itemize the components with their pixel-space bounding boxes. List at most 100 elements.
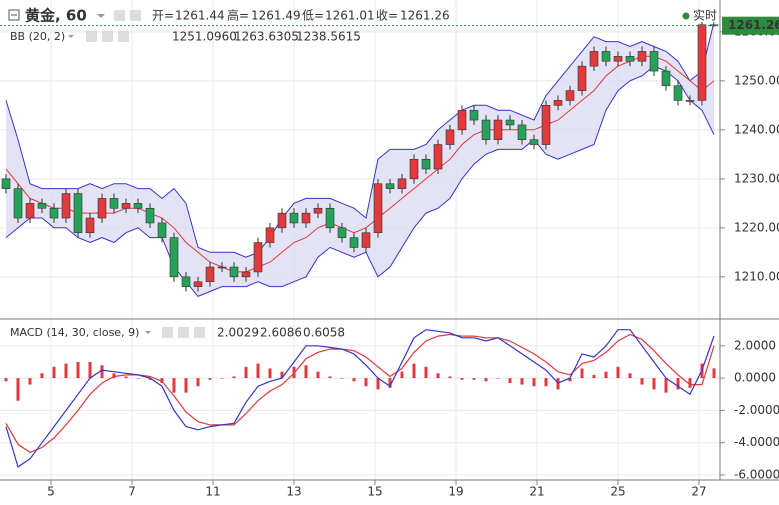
histogram-bar <box>424 366 428 379</box>
candle-body <box>73 193 83 234</box>
histogram-bar <box>328 376 332 379</box>
histogram-bar <box>16 378 20 401</box>
close-icon[interactable] <box>118 31 129 42</box>
histogram-bar <box>64 363 68 379</box>
dropdown-arrow[interactable] <box>145 331 151 334</box>
band-middle <box>5 55 715 273</box>
candle-body <box>145 207 155 224</box>
low-value: 1261.01 <box>325 9 375 23</box>
histogram-bar <box>52 366 56 379</box>
y-tick-label: 1210.00 <box>734 269 779 283</box>
candle-body <box>13 188 23 219</box>
live-label: 实时 <box>693 8 717 23</box>
candle-body <box>445 129 455 145</box>
histogram-bar <box>628 373 632 379</box>
high-value: 1261.49 <box>251 9 301 23</box>
settings-icon[interactable] <box>102 31 113 42</box>
candle-body <box>289 212 299 224</box>
histogram-bar <box>196 378 200 387</box>
candle-body <box>505 119 515 126</box>
histogram-bar <box>76 361 80 379</box>
histogram-bar <box>28 378 32 385</box>
histogram-bar <box>484 378 488 382</box>
histogram-bar <box>184 378 188 393</box>
open-label: 开= <box>152 9 174 23</box>
y-tick-label: 2.0000 <box>734 338 776 352</box>
y-tick-label: -2.0000 <box>734 403 779 417</box>
histogram-bar <box>268 368 272 379</box>
histogram-bar <box>40 373 44 379</box>
histogram-bar <box>4 378 8 382</box>
x-tick-label: 15 <box>367 485 382 499</box>
histogram-bar <box>604 371 608 379</box>
histogram-bar <box>256 363 260 379</box>
x-tick-label: 13 <box>286 485 301 499</box>
candle-body <box>565 90 575 101</box>
candle-body <box>349 237 359 248</box>
histogram-bar <box>496 378 500 379</box>
histogram-bar <box>676 378 680 390</box>
histogram-bar <box>136 378 140 379</box>
candle-body <box>589 51 599 67</box>
x-tick-label: 27 <box>691 485 706 499</box>
candle-body <box>49 207 59 219</box>
candle-body <box>85 217 95 234</box>
candle-body <box>481 119 491 140</box>
candle-body <box>1 178 11 189</box>
candle-body <box>601 51 611 62</box>
dropdown-arrow[interactable] <box>68 35 74 38</box>
candle-body <box>121 203 131 209</box>
histogram-bar <box>412 363 416 379</box>
settings-icon[interactable] <box>114 10 125 21</box>
open-value: 1261.44 <box>175 9 225 23</box>
settings-icon[interactable] <box>178 327 189 338</box>
histogram-bar <box>436 373 440 379</box>
candle-body <box>493 119 503 140</box>
candle-body <box>253 242 263 273</box>
candle-body <box>385 183 395 189</box>
band-fill <box>6 22 714 297</box>
candle-body <box>673 85 683 101</box>
candle-body <box>697 24 707 101</box>
histogram-bar <box>508 378 512 383</box>
histogram-bar <box>712 368 716 379</box>
bb-value: 1238.5615 <box>296 30 361 44</box>
candle-body <box>181 276 191 287</box>
symbol-title[interactable]: 黄金, 60 <box>25 7 87 25</box>
y-tick-label: 0.0000 <box>734 371 776 385</box>
histogram-bar <box>172 378 176 393</box>
eye-icon[interactable] <box>162 327 173 338</box>
candle-body <box>265 227 275 243</box>
histogram-bar <box>592 374 596 379</box>
candle-body <box>421 158 431 170</box>
y-tick-label: -4.0000 <box>734 435 779 449</box>
histogram-bar <box>616 366 620 379</box>
candle-body <box>325 207 335 229</box>
candle-body <box>37 203 47 209</box>
histogram-bar <box>352 378 356 382</box>
eye-icon[interactable] <box>86 31 97 42</box>
histogram-bar <box>160 378 164 383</box>
signal-line <box>5 333 715 454</box>
histogram-bar <box>364 378 368 387</box>
close-icon[interactable] <box>194 327 205 338</box>
candle-body <box>661 70 671 87</box>
x-tick-label: 21 <box>529 485 544 499</box>
candle-body <box>337 227 347 238</box>
x-tick-label: 11 <box>205 485 220 499</box>
histogram-bar <box>100 365 104 379</box>
bb-value: 1251.0960 <box>172 30 237 44</box>
y-tick-label: -6.0000 <box>734 467 779 481</box>
histogram-bar <box>244 366 248 379</box>
gear-icon[interactable] <box>130 10 141 21</box>
histogram-bar <box>220 378 224 379</box>
candle-body <box>625 56 635 62</box>
candle-body <box>97 198 107 219</box>
dropdown-arrow[interactable] <box>97 14 105 18</box>
low-label: 低= <box>302 9 324 23</box>
histogram-bar <box>556 378 560 390</box>
candle-body <box>277 212 287 229</box>
candle-body <box>25 203 35 219</box>
histogram-bar <box>568 378 572 382</box>
